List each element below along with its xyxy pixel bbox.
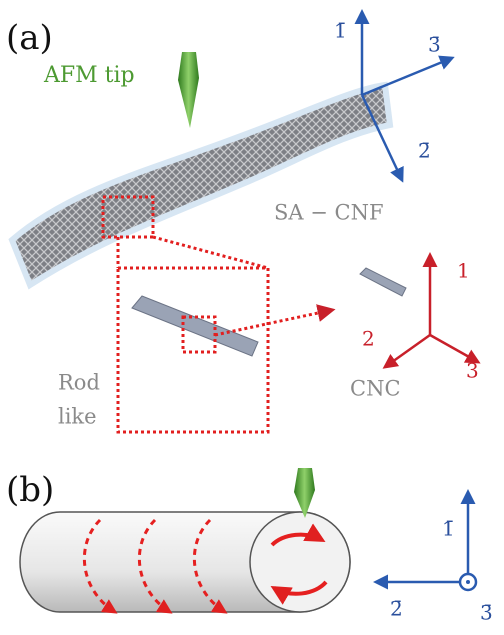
zoom-arrow: [215, 310, 332, 335]
rod-label: Rod: [58, 371, 100, 395]
panel-label: (b): [6, 470, 54, 510]
axis-label: 2̄: [418, 139, 431, 163]
tip-label: AFM tip: [43, 63, 135, 88]
axis-label: 2̄: [390, 597, 403, 621]
axis-label: 1̄: [334, 19, 347, 43]
afm-tip: [294, 468, 315, 518]
axis-label: 2: [362, 327, 375, 351]
crystal-label: CNC: [350, 377, 401, 401]
fiber: [12, 85, 390, 285]
rod: [132, 296, 258, 356]
axis-label: 3̄: [428, 33, 441, 57]
figure: (a) AFM tip 1̄ 2̄ 3̄ SA − CNF 1 2 3 Rod …: [0, 0, 504, 635]
crystal: [360, 268, 406, 296]
axis-label: 3: [466, 359, 479, 383]
rod-label: like: [58, 405, 97, 429]
axis-label: 1̄: [442, 517, 455, 541]
axis-label: 3̄: [480, 601, 493, 625]
cylinder-end: [250, 512, 350, 612]
axis-label: 1: [457, 259, 470, 283]
panel-label: (a): [6, 18, 53, 58]
fiber-label: SA − CNF: [274, 201, 384, 225]
afm-tip: [178, 52, 199, 128]
axis-dot: [466, 580, 470, 584]
